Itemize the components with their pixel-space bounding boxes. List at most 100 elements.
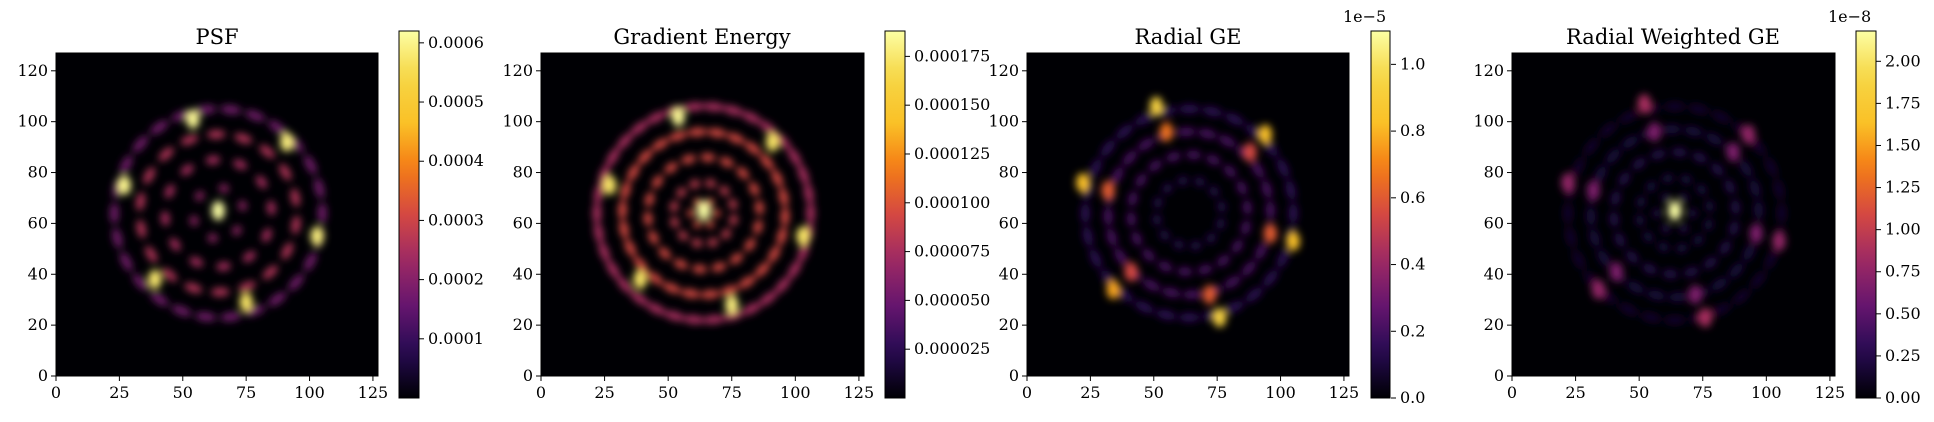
heatmap-blob <box>1205 154 1221 165</box>
heatmap-blob <box>683 315 705 325</box>
panel-gradient-energy: Gradient Energy 0 25 50 75 100 125 0 20 40 60 80 1… <box>502 25 990 402</box>
heatmap-blob <box>119 155 133 175</box>
y-tick-label: 60 <box>999 213 1019 232</box>
heatmap-blob <box>171 305 192 317</box>
heatmap-blob <box>150 120 169 135</box>
heatmap-blob <box>1089 248 1102 269</box>
heatmap-blob <box>1586 206 1596 227</box>
colorbar-tick-label: 0.8 <box>1400 121 1425 140</box>
heatmap-blob <box>744 238 756 252</box>
heatmap-blob <box>245 305 266 317</box>
heatmap-hotspot <box>725 295 739 315</box>
heatmap-blob <box>1599 122 1617 138</box>
heatmap-blob <box>1153 197 1163 209</box>
heatmap-blob <box>728 198 738 210</box>
heatmap-blob <box>1614 232 1625 248</box>
heatmap-blob <box>1158 261 1173 272</box>
heatmap-blob <box>681 154 696 165</box>
heatmap-blob <box>1083 226 1093 247</box>
heatmap-hotspot <box>310 226 324 246</box>
heatmap-blob <box>1636 196 1646 208</box>
heatmap-blob <box>1241 220 1251 236</box>
heatmap-blob <box>692 264 708 274</box>
y-tick-label: 20 <box>28 315 48 334</box>
heatmap-blob <box>1266 200 1275 220</box>
heatmap-blob <box>1675 243 1688 253</box>
heatmap-blob <box>189 215 199 226</box>
heatmap-blob <box>1114 248 1127 265</box>
heatmap-blob <box>594 183 604 205</box>
colorbar-ticks: 0.000025 0.000050 0.000075 0.000100 0.000125… <box>905 46 990 358</box>
heatmap-blob <box>776 226 787 246</box>
heatmap-blob <box>651 138 669 151</box>
axes-frame <box>540 52 865 377</box>
heatmap-blob <box>598 241 610 262</box>
heatmap-blob <box>668 130 688 142</box>
heatmap-blob <box>1710 163 1724 176</box>
heatmap-blob <box>744 141 761 155</box>
panel-title: Radial GE <box>1135 25 1242 49</box>
y-tick-label: 100 <box>17 112 48 131</box>
heatmap-blob <box>1177 267 1193 276</box>
colorbar-tick-label: 0.0002 <box>428 270 484 289</box>
heatmap-blob <box>664 162 678 174</box>
heatmap-blob <box>210 287 230 297</box>
x-tick-label: 25 <box>1565 383 1585 402</box>
heatmap-blob <box>158 147 174 162</box>
heatmap-blob <box>1754 200 1763 220</box>
heatmap-blob <box>693 219 702 229</box>
heatmap-blob <box>780 207 790 227</box>
colorbar-tick-label: 1.0 <box>1400 54 1425 73</box>
heatmap-blob <box>630 120 649 136</box>
heatmap-blob <box>1165 152 1181 162</box>
heatmap-blob <box>132 135 149 153</box>
heatmap-hotspot <box>1106 279 1120 300</box>
heatmap-blob <box>1625 250 1639 264</box>
heatmap-blob <box>119 252 133 272</box>
heatmap-blob <box>207 233 218 243</box>
heatmap-blob <box>759 120 778 136</box>
heatmap-blob <box>1134 301 1154 314</box>
heatmap-hotspot <box>1263 223 1277 244</box>
heatmap-blob <box>619 219 629 239</box>
heatmap-blob <box>218 184 229 193</box>
heatmap-blob <box>678 230 689 241</box>
x-tick-label: 0 <box>1507 383 1517 402</box>
heatmap-blob <box>1609 211 1619 228</box>
heatmap-blob <box>180 134 199 146</box>
panel-radial-ge: Radial GE 0 25 50 75 100 125 020406080100120 … <box>988 7 1425 407</box>
heatmap-blob <box>1217 201 1226 213</box>
y-tick-label: 0 <box>1494 366 1504 385</box>
heatmap-blob <box>670 216 680 228</box>
heatmap-blob <box>205 155 221 165</box>
heatmap-blob <box>1650 149 1666 160</box>
heatmap-hotspot <box>1243 142 1257 162</box>
heatmap-blob <box>664 310 685 322</box>
x-tick-label: 50 <box>1144 383 1164 402</box>
x-tick-label: 100 <box>294 383 325 402</box>
heatmap-blob <box>1245 287 1263 303</box>
colorbar-tick-label: 1.25 <box>1885 178 1921 197</box>
heatmap-image <box>592 102 815 325</box>
axes-frame <box>1511 52 1836 377</box>
heatmap-blob <box>180 164 194 176</box>
heatmap-blob <box>195 312 217 322</box>
heatmap-blob <box>1224 113 1245 126</box>
y-tick-label: 80 <box>999 163 1019 182</box>
heatmap-image <box>1561 94 1786 328</box>
y-axis: 0 20 40 60 80 100 120 <box>1473 61 1512 385</box>
heatmap-blob <box>753 219 763 235</box>
heatmap-blob <box>687 127 707 137</box>
heatmap-blob <box>1662 269 1679 279</box>
heatmap-blob <box>771 169 784 188</box>
heatmap-blob <box>1572 157 1585 177</box>
heatmap-hotspot <box>1101 180 1115 200</box>
heatmap-hotspot <box>117 175 132 195</box>
heatmap-blob <box>797 241 809 262</box>
heatmap-blob <box>262 265 278 280</box>
heatmap-blob <box>729 253 744 265</box>
heatmap-blob <box>1679 224 1689 234</box>
heatmap-blob <box>1128 191 1138 207</box>
heatmap-blob <box>1642 263 1658 274</box>
y-tick-label: 20 <box>1484 315 1504 334</box>
